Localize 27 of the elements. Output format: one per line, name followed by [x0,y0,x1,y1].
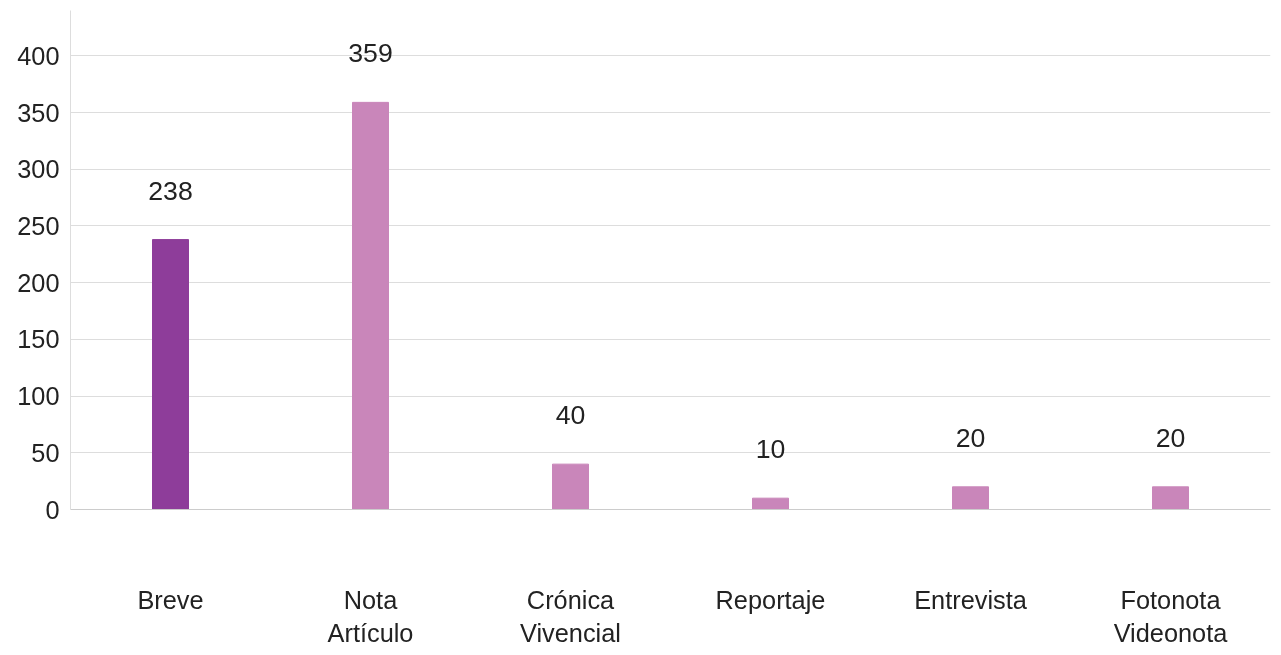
bar [352,101,389,510]
x-tick-label: Fotonota Videonota [1113,585,1229,648]
x-tick-label: Entrevista [914,585,1028,614]
data-label: 20 [955,422,986,453]
x-tick-label: Nota Artículo [327,585,414,648]
data-label: 238 [148,175,193,206]
x-tick-label: Reportaje [715,585,826,614]
y-tick-label: 350 [17,98,60,127]
y-tick-label: 150 [17,325,60,354]
x-tick-label: Crónica Vivencial [520,585,621,648]
y-tick-label: 200 [17,268,60,297]
bar [952,486,989,510]
bar [552,463,589,510]
bar [1152,486,1189,510]
x-tick-label: Breve [137,585,204,614]
data-label: 20 [1155,422,1186,453]
y-tick-label: 400 [17,41,60,70]
y-tick-label: 300 [17,155,60,184]
bar [152,239,189,510]
bar [752,497,789,510]
data-label: 10 [755,434,786,465]
y-tick-label: 0 [45,495,60,524]
y-tick-label: 250 [17,211,60,240]
data-label: 40 [555,400,586,431]
y-tick-label: 100 [17,382,60,411]
y-tick-label: 50 [31,438,60,467]
data-label: 359 [348,38,393,69]
